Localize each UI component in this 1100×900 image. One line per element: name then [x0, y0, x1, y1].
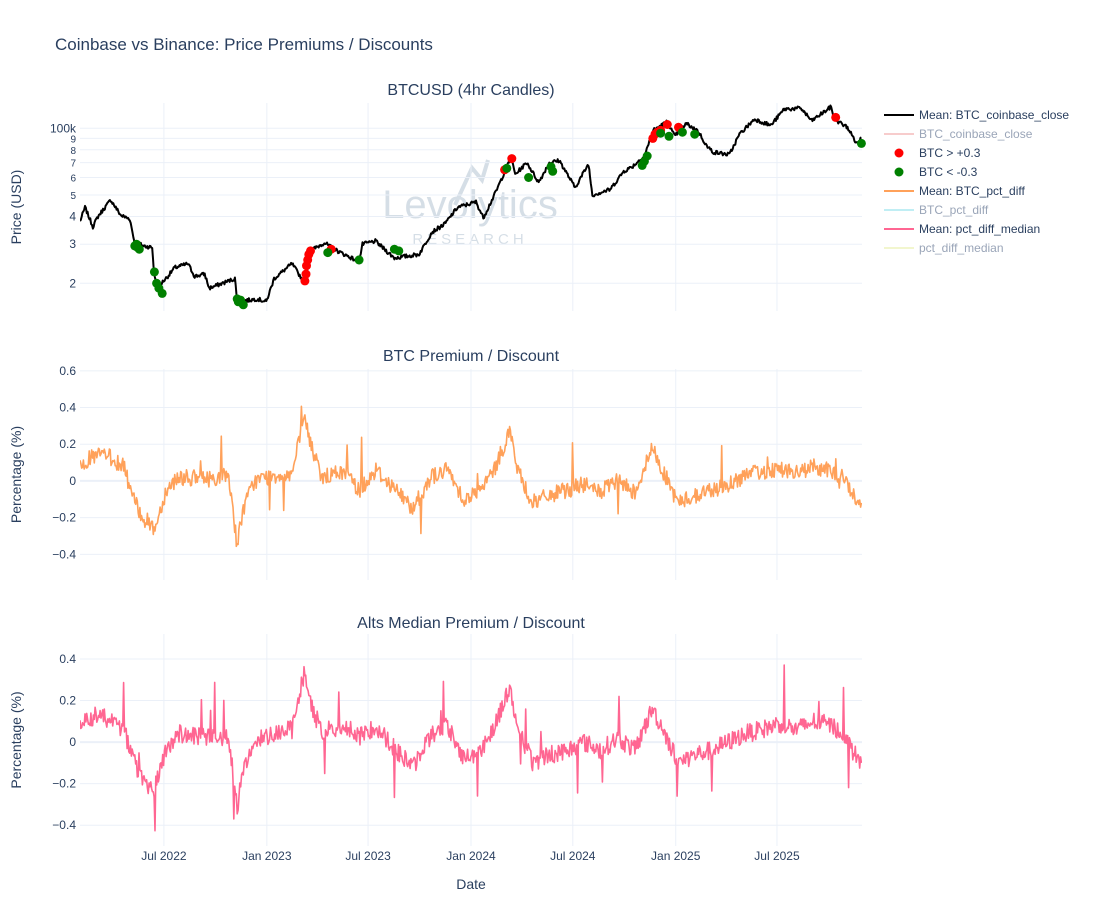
subplot-3: −0.4 −0.2 0 0.2 0.4 Alts Median Premium / Dis… [8, 615, 862, 846]
watermark-arrow-icon [453, 159, 490, 206]
legend-item[interactable]: BTC > +0.3 [894, 146, 981, 160]
y-tick-label: 0.2 [59, 694, 76, 708]
scatter-point [677, 127, 687, 137]
legend-label: BTC_pct_diff [919, 203, 989, 217]
y-tick-label: 0.4 [59, 652, 76, 666]
y-tick-label: 5 [70, 191, 76, 202]
y-tick-label: 8 [70, 146, 76, 157]
subplot-title: Alts Median Premium / Discount [357, 615, 585, 632]
scatter-point [323, 248, 333, 258]
y-tick-label: −0.4 [52, 547, 76, 561]
y-tick-label: 2 [69, 276, 76, 290]
legend-label: Mean: BTC_coinbase_close [919, 108, 1069, 122]
subplot-title: BTC Premium / Discount [383, 348, 560, 365]
y-tick-label: 4 [69, 210, 76, 224]
scatter-point [831, 112, 841, 122]
subplot-2: −0.4 −0.2 0 0.2 0.4 0.6 BTC Premium / Discount… [8, 348, 862, 580]
scatter-point [502, 163, 512, 173]
scatter-point [134, 244, 144, 254]
y-tick-label: 7 [70, 159, 76, 170]
legend-label: pct_diff_median [919, 241, 1004, 255]
scatter-point [157, 288, 167, 298]
marker-group [130, 127, 866, 310]
legend-label: Mean: BTC_pct_diff [919, 184, 1025, 198]
x-tick-label: Jul 2023 [345, 849, 391, 863]
y-tick-label: 3 [69, 237, 76, 251]
gridlines [80, 103, 862, 311]
scatter-point [306, 246, 315, 256]
scatter-point [642, 151, 652, 161]
scatter-point [548, 166, 558, 176]
subplot-title: BTCUSD (4hr Candles) [387, 82, 554, 99]
legend-label: BTC > +0.3 [919, 146, 981, 160]
x-tick-label: Jul 2024 [550, 849, 596, 863]
y-tick-label: −0.2 [52, 777, 76, 791]
legend-marker-icon [894, 167, 904, 177]
y-tick-label: 0 [69, 735, 76, 749]
legend-item[interactable]: Mean: pct_diff_median [884, 222, 1040, 236]
y-axis-title: Percentage (%) [8, 691, 24, 788]
y-tick-label: −0.2 [52, 511, 76, 525]
x-tick-label: Jan 2023 [242, 849, 292, 863]
scatter-point [656, 128, 666, 138]
y-tick-label: 100k [50, 121, 77, 135]
legend-item[interactable]: BTC < -0.3 [894, 165, 978, 179]
x-tick-label: Jul 2022 [141, 849, 187, 863]
y-tick-label: −0.4 [52, 818, 76, 832]
y-axis-title: Percentage (%) [8, 426, 24, 523]
series-line [80, 405, 862, 548]
y-tick-label: 0.2 [59, 437, 76, 451]
scatter-point [238, 300, 248, 310]
scatter-point [301, 269, 311, 279]
scatter-point [856, 138, 866, 148]
y-tick-label: 9 [70, 134, 76, 145]
scatter-point [664, 131, 674, 141]
y-axis-title: Price (USD) [8, 170, 24, 245]
y-tick-label: 0 [69, 474, 76, 488]
legend-marker-icon [894, 148, 904, 158]
x-axis-title: Date [456, 876, 486, 892]
scatter-point [354, 255, 364, 265]
legend-item[interactable]: BTC_pct_diff [884, 203, 989, 217]
scatter-point [149, 267, 159, 277]
scatter-point [524, 173, 534, 182]
legend-item[interactable]: pct_diff_median [884, 241, 1004, 255]
scatter-point [690, 129, 700, 139]
scatter-point [507, 154, 517, 164]
scatter-point [394, 246, 404, 256]
legend-item[interactable]: Mean: BTC_coinbase_close [884, 108, 1069, 122]
legend-item[interactable]: Mean: BTC_pct_diff [884, 184, 1025, 198]
y-tick-label: 0.4 [59, 401, 76, 415]
series-line [80, 104, 862, 305]
legend-item[interactable]: BTC_coinbase_close [884, 127, 1033, 141]
x-tick-label: Jan 2025 [651, 849, 701, 863]
series-line [80, 664, 862, 832]
scatter-point [300, 276, 310, 286]
y-tick-label: 6 [70, 173, 76, 184]
scatter-point [662, 120, 672, 129]
legend: Mean: BTC_coinbase_close BTC_coinbase_clo… [884, 108, 1069, 255]
legend-label: Mean: pct_diff_median [919, 222, 1040, 236]
y-tick-label: 0.6 [59, 364, 76, 378]
legend-label: BTC_coinbase_close [919, 127, 1033, 141]
legend-label: BTC < -0.3 [919, 165, 978, 179]
figure-title: Coinbase vs Binance: Price Premiums / Di… [55, 35, 433, 54]
x-tick-label: Jan 2024 [446, 849, 496, 863]
x-tick-label: Jul 2025 [754, 849, 800, 863]
